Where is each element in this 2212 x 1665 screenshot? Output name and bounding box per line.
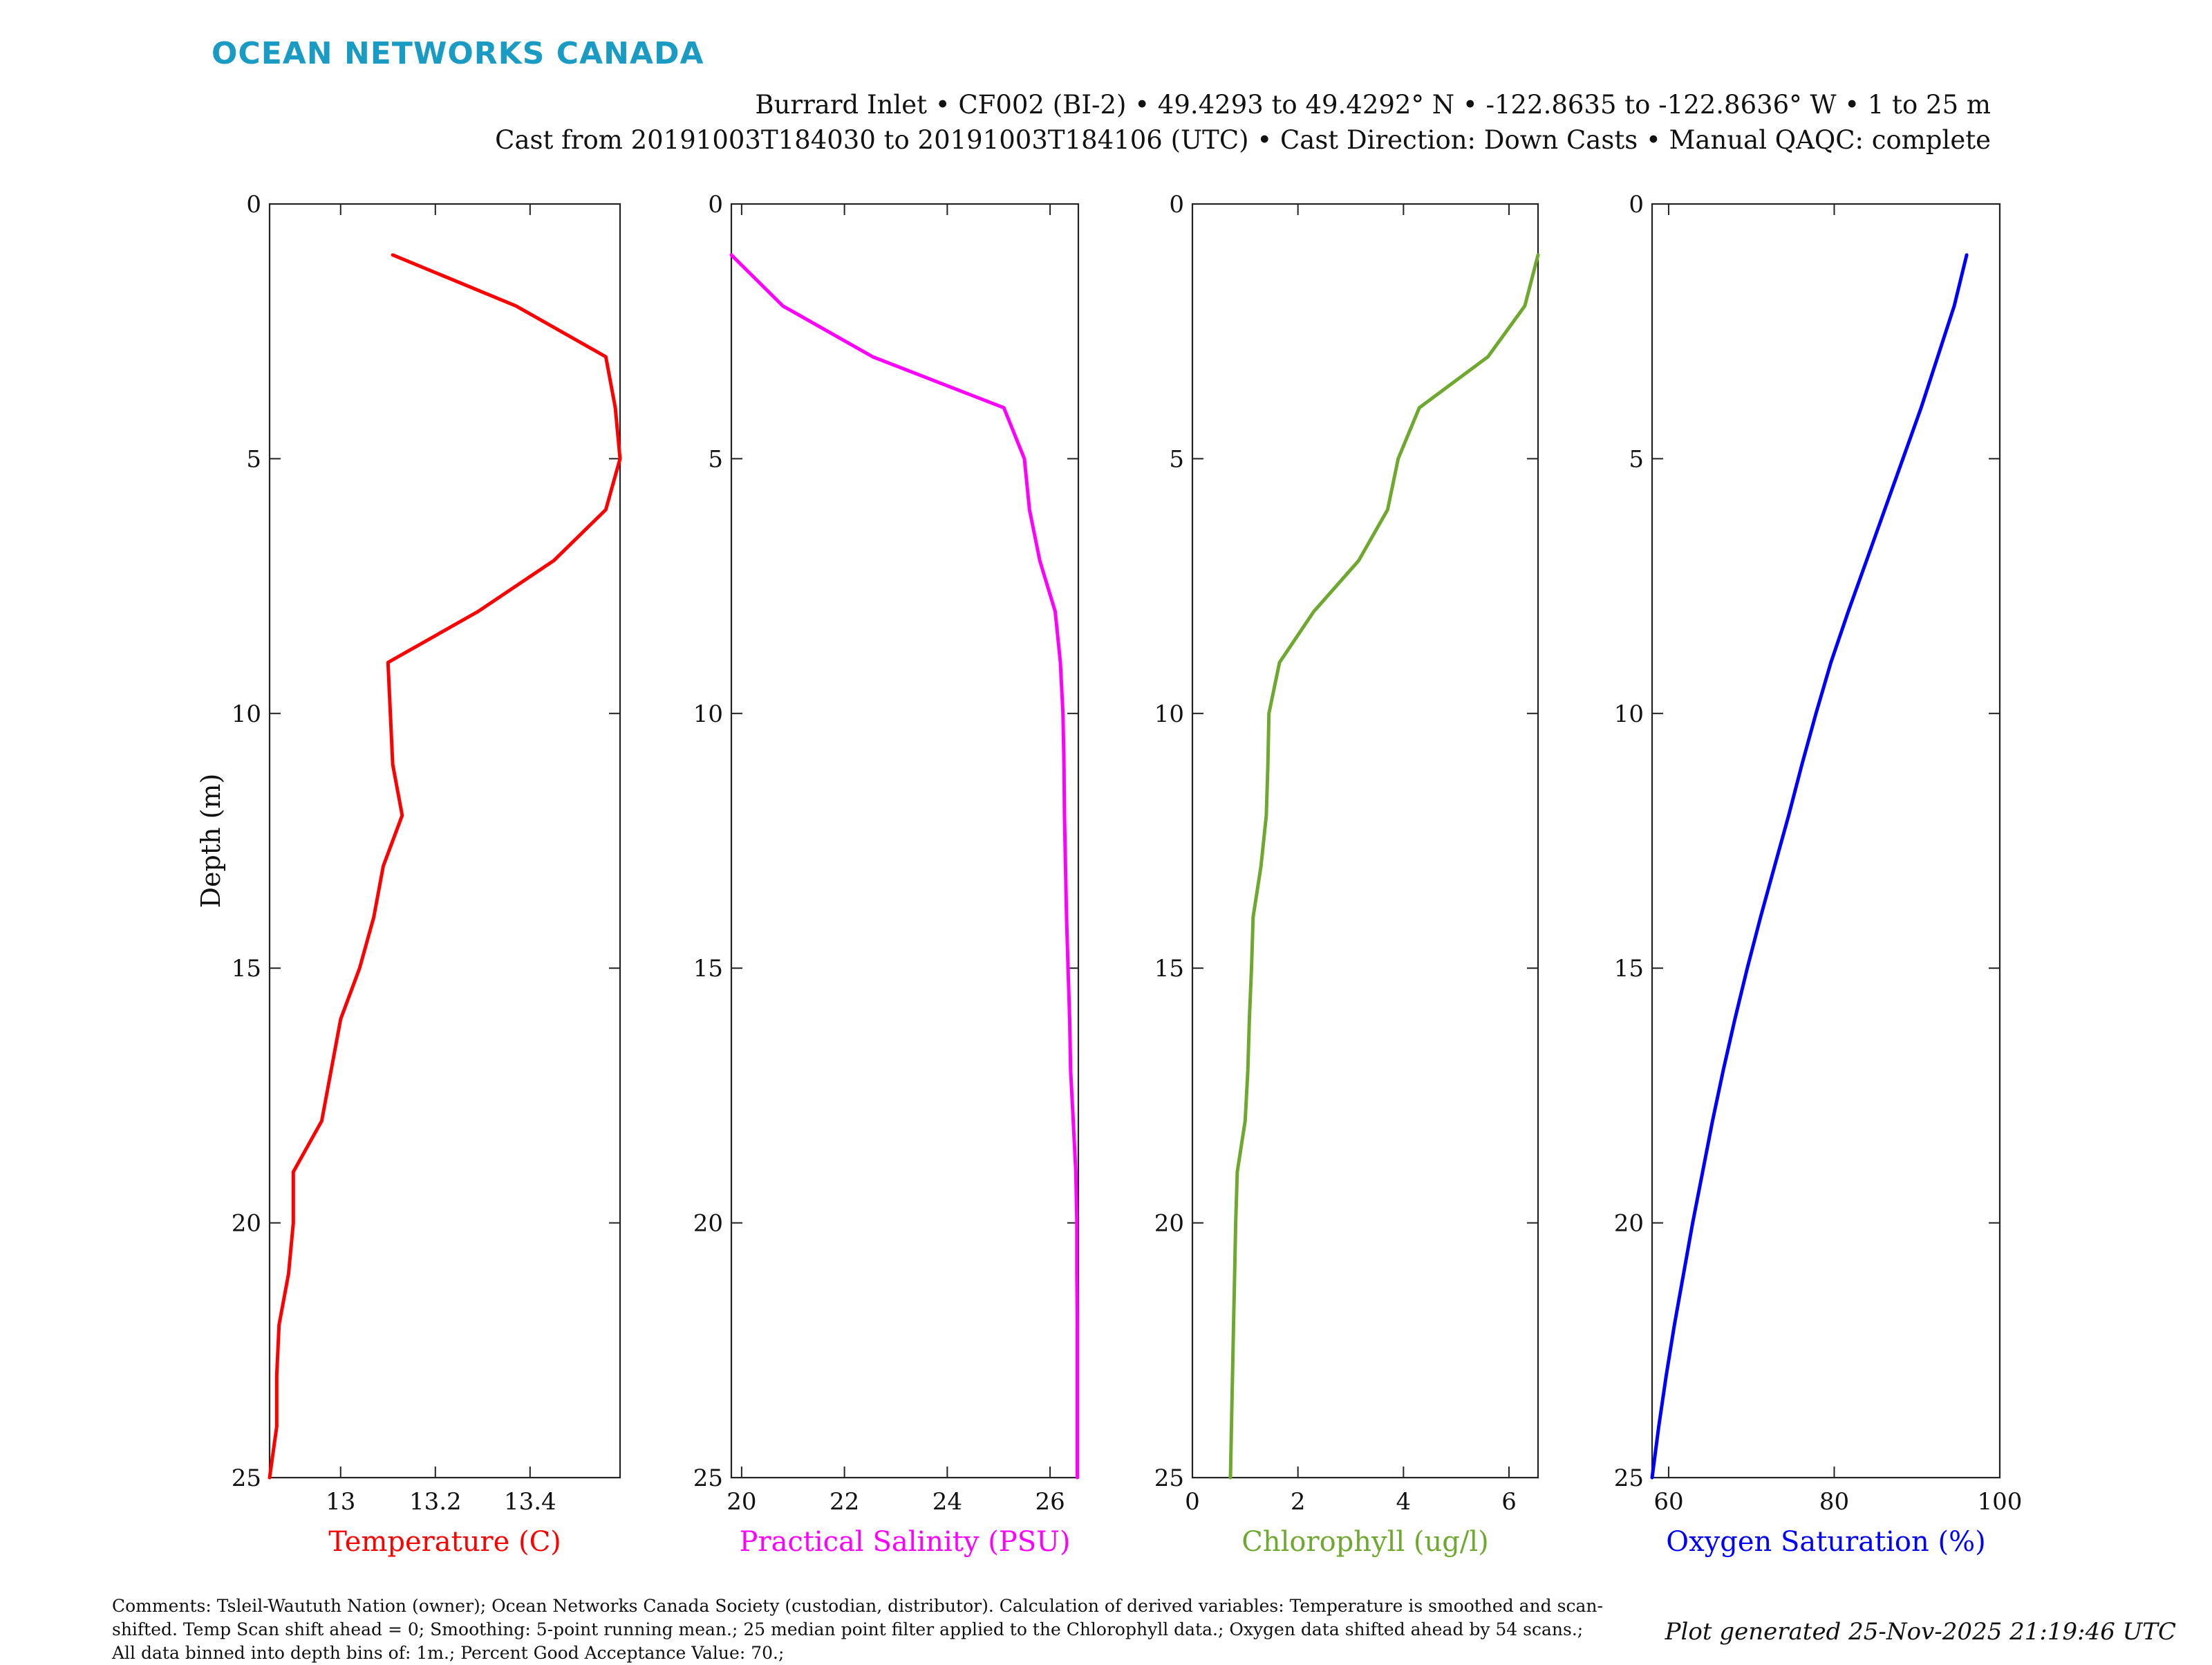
y-tick-label: 5 [708, 445, 723, 473]
y-tick-label: 20 [1614, 1210, 1644, 1238]
y-tick-label: 5 [1169, 445, 1184, 473]
x-axis-label: Chlorophyll (ug/l) [1241, 1526, 1489, 1558]
y-tick-label: 10 [693, 700, 723, 728]
x-tick-label: 100 [1978, 1488, 2023, 1516]
x-axis-label: Temperature (C) [328, 1526, 561, 1558]
y-tick-label: 15 [693, 955, 723, 983]
brand-logo: OCEAN NETWORKS CANADA [212, 36, 704, 71]
plot-frame-3 [1191, 203, 1539, 1479]
x-tick-label: 13.2 [409, 1488, 462, 1516]
y-tick-label: 20 [232, 1210, 261, 1238]
x-tick-label: 6 [1501, 1488, 1517, 1516]
y-tick-label: 15 [1614, 955, 1644, 983]
profile-line-3 [1228, 253, 1540, 1480]
y-tick-label: 10 [1614, 700, 1644, 728]
y-tick-label: 25 [1154, 1464, 1184, 1492]
y-tick-label: 10 [1154, 700, 1184, 728]
x-tick-label: 20 [727, 1488, 756, 1516]
x-tick-label: 2 [1291, 1488, 1306, 1516]
x-tick-label: 24 [932, 1488, 962, 1516]
y-tick-label: 5 [246, 445, 261, 473]
plot-generated-timestamp: Plot generated 25-Nov-2025 21:19:46 UTC [1665, 1618, 2176, 1646]
footer-comments: Comments: Tsleil-Waututh Nation (owner);… [112, 1596, 1603, 1663]
x-tick-label: 60 [1653, 1488, 1683, 1516]
y-tick-label: 25 [1614, 1464, 1644, 1492]
y-tick-label: 25 [693, 1464, 723, 1492]
y-tick-label: 20 [1154, 1210, 1184, 1238]
x-tick-label: 13.4 [504, 1488, 556, 1516]
profile-line-2 [729, 253, 1079, 1480]
y-tick-label: 0 [708, 191, 723, 218]
y-tick-label: 0 [1629, 191, 1644, 218]
y-tick-label: 25 [232, 1464, 261, 1492]
x-tick-label: 22 [830, 1488, 859, 1516]
profile-line-1 [268, 253, 622, 1480]
y-axis-label: Depth (m) [196, 774, 226, 909]
y-tick-label: 0 [1169, 191, 1184, 218]
y-tick-label: 5 [1629, 445, 1644, 473]
x-tick-label: 13 [326, 1488, 355, 1516]
x-tick-label: 4 [1396, 1488, 1412, 1516]
plot-frame-1 [268, 203, 621, 1479]
profile-line-4 [1650, 253, 1969, 1480]
header-location-line: Burrard Inlet • CF002 (BI-2) • 49.4293 t… [755, 90, 1991, 120]
header-cast-line: Cast from 20191003T184030 to 20191003T18… [495, 125, 1991, 155]
x-tick-label: 0 [1185, 1488, 1200, 1516]
y-tick-label: 10 [232, 700, 261, 728]
x-axis-label: Oxygen Saturation (%) [1666, 1526, 1985, 1558]
x-axis-label: Practical Salinity (PSU) [740, 1526, 1071, 1558]
y-tick-label: 20 [693, 1210, 723, 1238]
plot-frame-4 [1651, 203, 2001, 1479]
y-tick-label: 15 [232, 955, 261, 983]
y-tick-label: 0 [246, 191, 261, 218]
y-tick-label: 15 [1154, 955, 1184, 983]
plot-frame-2 [730, 203, 1080, 1479]
x-tick-label: 26 [1035, 1488, 1065, 1516]
x-tick-label: 80 [1819, 1488, 1849, 1516]
